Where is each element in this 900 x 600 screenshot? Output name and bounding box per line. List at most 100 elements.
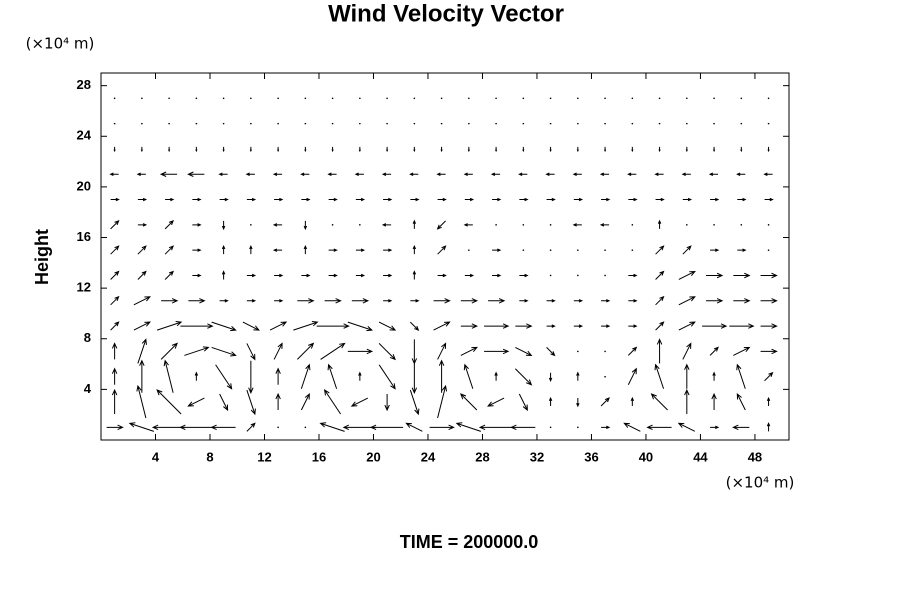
- vector-arrow: [386, 146, 389, 153]
- vector-arrow: [272, 172, 283, 176]
- vector-arrow: [495, 146, 498, 153]
- vector-arrow: [194, 371, 199, 381]
- y-tick-label: 12: [77, 280, 91, 295]
- vector-arrow: [706, 272, 724, 279]
- vector-arrow: [573, 299, 584, 303]
- vector-dot: [549, 97, 552, 100]
- vector-arrow: [510, 424, 536, 431]
- vector-arrow: [548, 372, 553, 382]
- vector-arrow: [627, 367, 637, 385]
- vector-arrow: [383, 248, 393, 252]
- vector-arrow: [242, 321, 260, 331]
- vector-arrow: [460, 346, 478, 356]
- vector-arrow: [412, 270, 417, 280]
- vector-dot: [577, 97, 579, 100]
- vector-arrow: [546, 324, 556, 328]
- vector-arrow: [573, 197, 584, 202]
- vector-arrow: [274, 299, 284, 303]
- x-tick-label: 28: [475, 449, 489, 464]
- vector-arrow: [300, 392, 310, 411]
- vector-arrow: [164, 245, 174, 255]
- vector-arrow: [464, 197, 475, 202]
- vector-arrow: [413, 146, 416, 153]
- vector-dot: [604, 249, 606, 251]
- vector-arrow: [492, 248, 502, 252]
- vector-arrow: [459, 393, 478, 411]
- vector-dot: [386, 122, 388, 125]
- vector-arrow: [655, 197, 665, 202]
- vector-dot: [113, 122, 116, 125]
- vector-arrow: [192, 197, 202, 202]
- vector-arrow: [654, 172, 664, 176]
- vector-dot: [767, 97, 770, 100]
- vector-dot: [767, 249, 770, 251]
- y-axis-label: Height: [32, 229, 52, 285]
- vector-arrow: [355, 273, 366, 278]
- vector-arrow: [736, 392, 746, 411]
- vector-arrow: [729, 323, 755, 329]
- vector-arrow: [221, 220, 226, 231]
- vector-dot: [250, 97, 252, 100]
- vector-arrow: [654, 363, 665, 389]
- vector-arrow: [650, 393, 668, 411]
- vector-arrow: [677, 422, 696, 432]
- vector-arrow: [767, 146, 770, 153]
- vector-arrow: [350, 397, 369, 407]
- vector-dot: [440, 122, 443, 125]
- vector-arrow: [737, 197, 747, 202]
- vector-arrow: [514, 368, 533, 386]
- vector-arrow: [300, 172, 310, 176]
- vector-arrow: [657, 219, 662, 229]
- vector-arrow: [706, 298, 724, 304]
- vector-arrow: [297, 298, 315, 304]
- vector-arrow: [519, 299, 529, 303]
- vector-arrow: [301, 273, 311, 278]
- y-tick-label: 4: [84, 381, 92, 396]
- vector-arrow: [133, 296, 151, 306]
- vector-arrow: [378, 343, 396, 361]
- vector-arrow: [655, 295, 665, 306]
- vector-dot: [686, 224, 688, 226]
- vector-arrow: [760, 298, 778, 304]
- vector-arrow: [384, 394, 390, 412]
- vector-arrow: [136, 384, 147, 419]
- vector-arrow: [600, 397, 610, 407]
- vector-arrow: [409, 172, 419, 176]
- vector-arrow: [139, 359, 145, 393]
- vector-dot: [277, 122, 279, 125]
- vector-dot: [767, 224, 770, 226]
- vector-dot: [604, 122, 606, 125]
- vector-arrow: [165, 197, 175, 202]
- vector-arrow: [409, 321, 420, 331]
- vector-arrow: [328, 197, 338, 202]
- vector-dot: [631, 224, 634, 226]
- vector-dot: [577, 122, 579, 125]
- vector-dot: [713, 122, 715, 125]
- vector-dot: [304, 122, 307, 125]
- vector-arrow: [464, 273, 475, 278]
- vector-arrow: [323, 389, 342, 415]
- vector-arrow: [381, 172, 392, 176]
- vector-dot: [713, 97, 715, 100]
- vector-arrow: [631, 146, 634, 153]
- vector-arrow: [137, 197, 148, 202]
- vector-arrow: [324, 298, 342, 304]
- vector-dot: [549, 224, 552, 226]
- vector-arrow: [601, 425, 611, 430]
- vector-arrow: [733, 298, 751, 304]
- vector-arrow: [437, 273, 447, 278]
- vector-dot: [604, 97, 606, 100]
- x-tick-label: 20: [366, 449, 380, 464]
- vector-dot: [277, 426, 279, 429]
- vector-arrow: [301, 197, 311, 202]
- vector-arrow: [351, 298, 370, 304]
- vector-arrow: [437, 384, 448, 419]
- vector-arrow: [327, 172, 337, 176]
- vector-dot: [222, 122, 225, 125]
- vector-arrow: [320, 342, 346, 360]
- y-unit-label: (×10⁴ m): [26, 35, 95, 53]
- vector-dot: [549, 249, 552, 251]
- vector-dot: [740, 224, 743, 226]
- vector-dot: [468, 122, 470, 125]
- vector-dot: [331, 224, 334, 226]
